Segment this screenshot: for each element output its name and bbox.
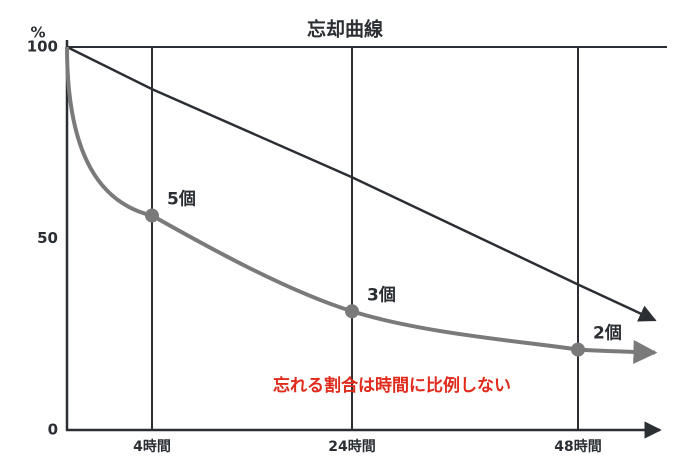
point-label: 5個 bbox=[167, 189, 196, 210]
reference-line bbox=[66, 45, 657, 322]
point-label: 2個 bbox=[593, 323, 622, 344]
y-tick-label: 50 bbox=[37, 229, 58, 247]
x-tick-label: 48時間 bbox=[554, 438, 601, 455]
chart-title: 忘却曲線 bbox=[307, 18, 383, 41]
data-point bbox=[145, 208, 159, 223]
annotation: 忘れる割合は時間に比例しない bbox=[273, 375, 511, 396]
x-tick-label: 24時間 bbox=[328, 438, 375, 455]
y-tick-label: 0 bbox=[48, 421, 58, 439]
y-unit: % bbox=[30, 24, 45, 42]
forgetting-curve bbox=[65, 46, 658, 364]
data-point bbox=[571, 342, 585, 357]
data-point bbox=[345, 304, 359, 319]
y-tick-label: 100 bbox=[27, 38, 58, 56]
x-tick-label: 4時間 bbox=[133, 438, 171, 455]
point-label: 3個 bbox=[367, 284, 396, 305]
